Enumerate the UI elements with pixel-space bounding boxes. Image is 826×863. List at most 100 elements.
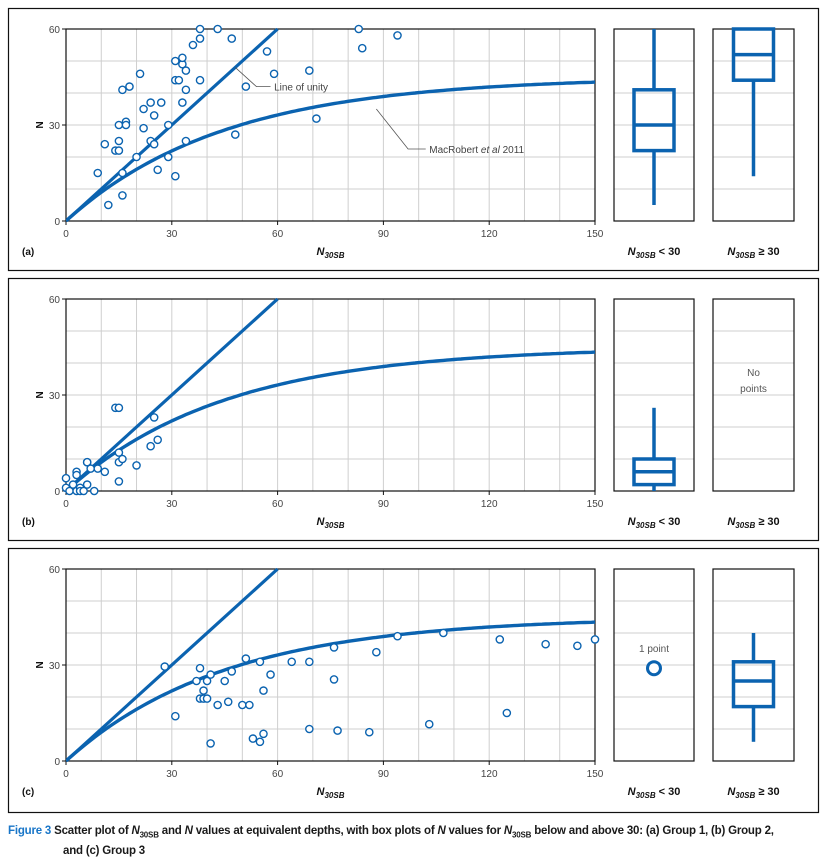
data-point: [93, 168, 103, 178]
data-point: [100, 467, 110, 477]
annotation-line-of-unity: Line of unity: [274, 83, 328, 94]
box-plot-label: N30SB ≥ 30: [727, 246, 779, 260]
data-point: [68, 480, 78, 489]
x-tick-label: 150: [587, 769, 604, 780]
data-point: [333, 726, 342, 735]
data-point: [104, 200, 113, 210]
figure-caption: Figure 3 Scatter plot of N30SB and N val…: [8, 823, 820, 860]
data-point: [354, 24, 364, 34]
x-tick-label: 0: [63, 229, 69, 240]
data-point: [195, 663, 205, 673]
x-tick-label: 150: [587, 229, 604, 240]
x-tick-label: 0: [63, 769, 69, 780]
data-point: [223, 697, 233, 707]
data-point: [72, 470, 81, 480]
data-point: [305, 66, 314, 75]
data-point: [89, 486, 99, 496]
data-point: [146, 441, 155, 451]
data-point: [195, 24, 205, 34]
data-point: [86, 464, 95, 473]
data-point: [178, 98, 187, 107]
box-plot-frame: [712, 298, 795, 492]
box-plot-label-rel: ≥ 30: [755, 246, 779, 258]
data-point: [100, 139, 110, 149]
data-point: [132, 152, 141, 162]
x-tick-label: 120: [481, 229, 498, 240]
box-plot-label: N30SB ≥ 30: [727, 786, 779, 800]
figure-number: Figure 3: [8, 825, 52, 837]
data-point: [202, 676, 212, 686]
y-axis-label: N: [33, 391, 44, 398]
x-tick-label: 90: [378, 499, 390, 510]
box-plot-frame: [712, 568, 795, 762]
box-plot-above-30: N30SB ≥ 30: [712, 568, 795, 800]
x-axis-label-sub: 30SB: [324, 791, 344, 800]
data-point: [163, 120, 173, 130]
data-point: [160, 662, 170, 671]
box-plot-label: N30SB < 30: [628, 516, 681, 530]
data-point: [439, 628, 448, 638]
data-point: [541, 639, 550, 649]
data-point: [424, 719, 434, 729]
data-point: [502, 708, 512, 718]
data-point: [118, 168, 127, 178]
caption-line-2: and (c) Group 3: [63, 845, 145, 858]
data-point: [82, 457, 92, 467]
data-point: [118, 454, 127, 464]
y-tick-label: 30: [49, 121, 61, 132]
y-tick-label: 60: [49, 25, 61, 36]
data-point: [171, 171, 180, 181]
box-plot-below-30: N30SB < 30: [613, 298, 695, 530]
data-point: [181, 66, 191, 75]
y-tick-label: 0: [54, 217, 60, 228]
iqr-box: [731, 660, 776, 709]
data-point: [188, 40, 198, 50]
x-tick-label: 0: [63, 499, 69, 510]
box-plot-frame: [613, 568, 695, 762]
data-point: [266, 670, 275, 679]
panel-label: (c): [22, 787, 34, 798]
data-point: [393, 31, 402, 40]
data-point: [163, 152, 173, 162]
box-plot-label-rel: ≥ 30: [755, 516, 779, 528]
box-plot-label-rel: < 30: [656, 516, 681, 528]
data-point: [248, 734, 258, 743]
data-point: [305, 657, 314, 667]
annotation-macrobert-year: 2011: [500, 145, 525, 156]
box-plot-label-sub: 30SB: [636, 791, 656, 800]
x-tick-label: 30: [166, 499, 178, 510]
data-point: [259, 729, 268, 739]
caption-var-n30sb-2: N: [503, 825, 512, 837]
data-point: [82, 480, 92, 489]
data-point: [79, 486, 88, 496]
data-point: [329, 643, 339, 652]
box-plot-label-main: N: [628, 516, 637, 528]
data-point: [241, 82, 251, 91]
box-plot-label-sub: 30SB: [735, 791, 755, 800]
data-point: [174, 75, 184, 85]
x-axis-label-sub: 30SB: [324, 251, 344, 260]
y-tick-label: 0: [54, 757, 60, 768]
box-plot-below-30: 1 point N30SB < 30: [613, 568, 695, 800]
data-point: [393, 631, 402, 641]
data-point: [195, 34, 205, 43]
macrobert-curve: [66, 350, 596, 492]
box-plot-label: N30SB ≥ 30: [727, 516, 779, 530]
data-point: [181, 136, 191, 146]
box-plot-label: N30SB < 30: [628, 786, 681, 800]
data-point: [206, 739, 215, 748]
x-axis-label-main: N: [317, 516, 326, 528]
x-tick-label: 150: [587, 499, 604, 510]
data-point: [171, 711, 180, 721]
data-point: [192, 676, 201, 686]
box-plot-label-main: N: [727, 516, 736, 528]
data-point: [364, 727, 374, 737]
annotation-macrobert-etal: et al: [481, 145, 501, 156]
x-axis-label-main: N: [317, 246, 326, 258]
caption-var-n-2: N: [437, 825, 446, 837]
x-tick-label: 120: [481, 499, 498, 510]
caption-var-n30sb-sub: 30SB: [139, 830, 159, 840]
x-tick-label: 60: [272, 499, 284, 510]
